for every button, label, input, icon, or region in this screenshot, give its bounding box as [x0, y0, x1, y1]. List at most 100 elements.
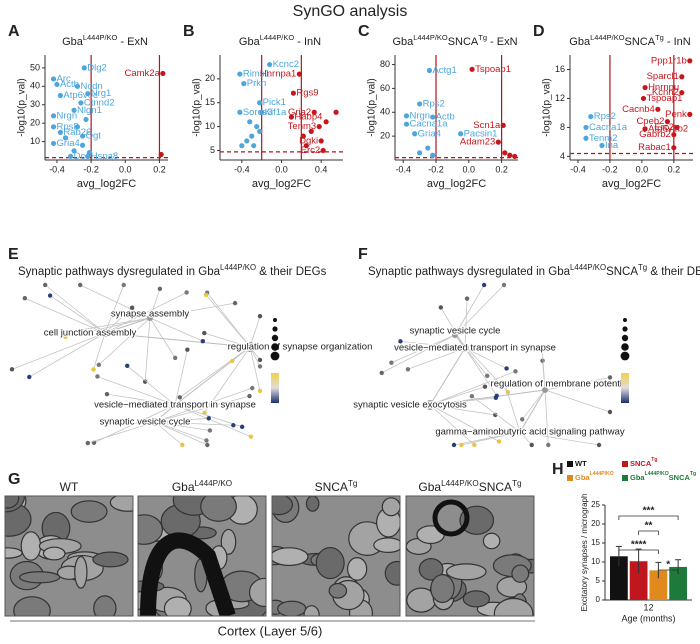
micrograph-frame [405, 495, 535, 617]
gene-node [68, 329, 73, 334]
panel-title-text: Synaptic pathways dysregulated in Gba [368, 266, 571, 278]
point [259, 109, 265, 115]
edge [429, 370, 516, 406]
point-label: Ncdn [80, 81, 102, 92]
point [316, 123, 322, 130]
gene-node [405, 367, 411, 372]
organelle [303, 605, 320, 616]
legend-swatch [622, 461, 628, 467]
organelle [70, 500, 108, 523]
gene-node [539, 346, 545, 351]
gene-node [42, 282, 48, 288]
point [257, 128, 263, 134]
pathway-node [461, 344, 469, 352]
legend-label: WT [575, 459, 587, 468]
significance-label: **** [631, 540, 647, 551]
x-tick-label: 12 [643, 602, 653, 612]
edge [24, 297, 106, 334]
point [237, 71, 243, 77]
point [158, 151, 164, 158]
edge [154, 395, 250, 423]
edge [519, 431, 600, 446]
organelle [315, 546, 345, 580]
y-tick-label: 20 [205, 73, 215, 83]
edge [80, 284, 151, 319]
edge [87, 421, 156, 444]
organelle [373, 537, 400, 553]
x-axis-label: avg_log2FC [77, 178, 136, 190]
edge [429, 386, 486, 406]
point [588, 113, 594, 120]
gene-node [47, 293, 53, 298]
legend-label-text: WT [575, 459, 587, 468]
point [266, 61, 273, 68]
point-label: Hspa8 [91, 151, 118, 162]
point [417, 101, 423, 107]
point-label: Rims1 [243, 69, 270, 80]
y-tick-label: 20 [30, 118, 40, 128]
edge [464, 347, 498, 396]
point [640, 95, 647, 102]
point [687, 58, 693, 64]
edge [65, 317, 151, 338]
point [426, 67, 433, 74]
point [583, 135, 589, 141]
point [251, 143, 257, 149]
legend-size [271, 334, 279, 342]
gene-node [95, 374, 100, 379]
edge [464, 347, 507, 369]
point [254, 123, 260, 130]
panel-title-text: Gba [62, 36, 84, 48]
point [671, 145, 677, 151]
organelle [13, 596, 51, 616]
edge [154, 421, 208, 446]
edge [144, 317, 151, 382]
organelle [305, 496, 320, 512]
panel-title-text: - InN [294, 36, 321, 48]
point-label: Dgki [299, 135, 318, 146]
point [249, 133, 255, 139]
significance-bracket [638, 530, 659, 535]
y-axis-label: -log10(p_val) [192, 78, 203, 136]
y-tick-label: 80 [380, 59, 390, 69]
y-tick-label: 4 [560, 151, 565, 161]
pathway-node [172, 402, 178, 408]
point [86, 150, 93, 156]
panel-title-text: - ExN [117, 36, 148, 48]
legend-size [271, 343, 279, 351]
gene-node [63, 334, 68, 340]
gene-node [180, 442, 185, 448]
gene-node [481, 282, 487, 288]
gene-node [157, 286, 163, 292]
y-axis-label: -log10(p_val) [367, 78, 378, 136]
point-label: Cpeb2 [636, 116, 664, 127]
point-label: Ctnnd2 [84, 97, 115, 108]
edge [429, 389, 546, 406]
point [68, 153, 74, 159]
pathway-label: synaptic vesicle cycle [100, 417, 191, 428]
point [160, 70, 166, 77]
point-label: Rab26 [63, 127, 91, 138]
point-label: Kcnc2 [273, 59, 299, 70]
y-tick-label: 15 [205, 97, 215, 107]
gene-node [207, 428, 213, 433]
point [674, 124, 680, 131]
edge [381, 334, 456, 374]
edge [70, 317, 151, 333]
point [671, 132, 677, 138]
y-tick-label: 40 [380, 107, 390, 117]
edge [154, 421, 234, 426]
point [50, 113, 57, 119]
organelle [346, 556, 368, 581]
organelle [482, 532, 501, 550]
panel-title: GbaL444P/KO - InN [239, 33, 321, 48]
organelle [92, 551, 129, 568]
y-tick-label: 12 [555, 93, 565, 103]
gene-node [513, 369, 518, 374]
point-label: Atp6v0c [63, 90, 98, 101]
edge [106, 393, 176, 406]
gene-node [205, 442, 210, 448]
edge [149, 317, 203, 342]
organelle [430, 574, 455, 604]
legend-label-sup: Tg [651, 457, 657, 463]
